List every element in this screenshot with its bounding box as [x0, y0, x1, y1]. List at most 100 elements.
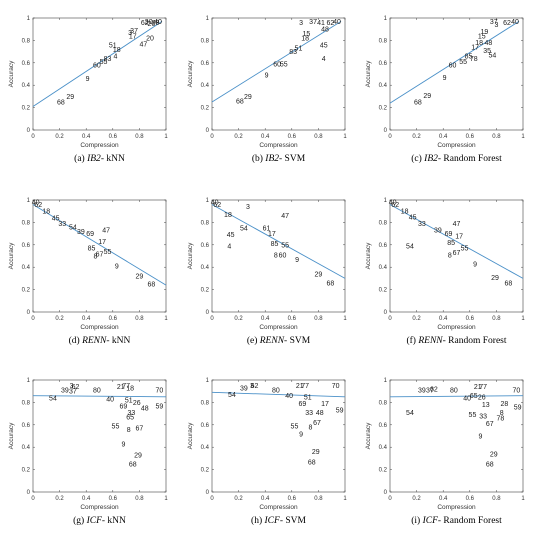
chart-panel-9: 0 0.2 0.4 0.6 0.8 1 0 0.2 0.4 0.6 0.8 1 Compression A… — [365, 378, 525, 526]
data-point-17: 17 — [321, 401, 329, 408]
data-point-80: 80 — [272, 388, 280, 395]
data-point-40: 40 — [106, 397, 114, 404]
y-tick-label: 0.6 — [22, 423, 31, 429]
y-axis-label: Accuracy — [8, 242, 15, 269]
x-tick-label: 0 — [388, 134, 392, 140]
data-point-8: 8 — [500, 410, 504, 417]
data-point-8: 8 — [308, 425, 312, 432]
x-tick-label: 0.4 — [261, 496, 270, 502]
data-point-45: 45 — [409, 214, 417, 221]
x-tick-label: 1 — [521, 134, 525, 140]
data-point-67: 67 — [96, 251, 104, 258]
x-tick-label: 1 — [164, 134, 168, 140]
x-tick-label: 0 — [388, 496, 392, 502]
x-tick-label: 0 — [210, 134, 214, 140]
data-point-77: 77 — [479, 384, 487, 391]
y-tick-label: 0.4 — [201, 445, 210, 451]
data-point-8: 8 — [127, 427, 131, 434]
data-point-33: 33 — [479, 413, 487, 420]
data-point-68: 68 — [308, 459, 316, 466]
y-tick-label: 0.2 — [201, 288, 210, 294]
x-tick-label: 0.8 — [492, 316, 501, 322]
x-axis-label: Compression — [437, 324, 476, 331]
caption-method: ICF — [422, 516, 439, 526]
caption-prefix: (b) — [252, 153, 265, 164]
data-point-47: 47 — [453, 221, 461, 228]
caption-suffix: - SVM — [279, 154, 306, 164]
data-point-47: 47 — [102, 228, 110, 235]
data-point-29: 29 — [244, 94, 252, 101]
data-point-15: 15 — [478, 33, 486, 40]
x-tick-label: 0.8 — [492, 496, 501, 502]
x-tick-label: 0.4 — [261, 316, 270, 322]
plot-frame — [389, 379, 524, 493]
y-tick-label: 0 — [206, 128, 210, 134]
data-point-9: 9 — [295, 257, 299, 264]
data-point-39: 39 — [77, 229, 85, 236]
caption-suffix: - kNN — [106, 336, 130, 346]
x-tick-label: 0.6 — [466, 496, 475, 502]
x-tick-label: 1 — [343, 134, 347, 140]
x-axis-label: Compression — [80, 142, 119, 149]
data-point-37: 37 — [130, 28, 138, 35]
data-point-65: 65 — [470, 393, 478, 400]
data-point-47: 47 — [281, 213, 289, 220]
data-point-20: 20 — [146, 36, 154, 43]
data-point-60: 60 — [449, 63, 457, 70]
y-tick-label: 0.2 — [22, 288, 31, 294]
y-tick-label: 0 — [27, 128, 31, 134]
y-axis-label: Accuracy — [365, 242, 372, 269]
data-point-62: 62 — [430, 386, 438, 393]
data-point-39: 39 — [434, 228, 442, 235]
y-tick-label: 0.4 — [379, 83, 388, 89]
x-tick-label: 0.8 — [135, 134, 144, 140]
data-point-54: 54 — [489, 52, 497, 59]
x-tick-label: 0.6 — [288, 134, 297, 140]
data-point-33: 33 — [128, 410, 136, 417]
y-tick-label: 1 — [206, 198, 210, 204]
data-point-45: 45 — [320, 42, 328, 49]
data-point-29: 29 — [491, 275, 499, 282]
x-tick-label: 0.8 — [314, 316, 323, 322]
x-axis-label: Compression — [259, 142, 298, 149]
y-tick-label: 0.6 — [201, 243, 210, 249]
data-point-40: 40 — [463, 395, 471, 402]
data-point-68: 68 — [147, 282, 155, 289]
data-point-67: 67 — [313, 420, 321, 427]
x-axis-label: Compression — [259, 324, 298, 331]
trend-line — [211, 20, 342, 103]
data-point-55: 55 — [104, 249, 112, 256]
data-point-68: 68 — [326, 280, 334, 287]
plot-frame — [389, 199, 524, 313]
y-tick-label: 0.6 — [379, 61, 388, 67]
data-point-51: 51 — [295, 46, 303, 53]
x-tick-label: 0.4 — [82, 134, 91, 140]
data-point-78: 78 — [470, 56, 478, 63]
data-point-9: 9 — [265, 73, 269, 80]
y-tick-label: 0 — [27, 310, 31, 316]
x-tick-label: 0.6 — [466, 316, 475, 322]
data-point-65: 65 — [126, 414, 134, 421]
data-point-29: 29 — [312, 449, 320, 456]
data-point-29: 29 — [66, 94, 74, 101]
chart-panel-8: 0 0.2 0.4 0.6 0.8 1 0 0.2 0.4 0.6 0.8 1 Compression A… — [187, 378, 347, 526]
data-point-37: 37 — [309, 19, 317, 26]
data-point-55: 55 — [100, 59, 108, 66]
data-point-37: 37 — [426, 388, 434, 395]
subfigure-caption: (e) RENN- SVM — [247, 335, 311, 346]
y-tick-label: 0.2 — [22, 468, 31, 474]
data-point-67: 67 — [453, 250, 461, 257]
caption-method: IB2 — [264, 154, 279, 164]
data-point-3: 3 — [299, 20, 303, 27]
plot-frame — [32, 379, 167, 493]
data-point-28: 28 — [500, 401, 508, 408]
data-point-62: 62 — [34, 202, 42, 209]
x-tick-label: 0 — [210, 496, 214, 502]
y-tick-label: 0.2 — [379, 106, 388, 112]
subfigure-caption: (b) IB2- SVM — [252, 153, 306, 164]
x-tick-label: 0.8 — [314, 134, 323, 140]
data-point-59: 59 — [336, 408, 344, 415]
chart-panel-4: 0 0.2 0.4 0.6 0.8 1 0 0.2 0.4 0.6 0.8 1 Compression A… — [8, 198, 168, 346]
data-point-80: 80 — [450, 388, 458, 395]
data-point-9: 9 — [299, 431, 303, 438]
